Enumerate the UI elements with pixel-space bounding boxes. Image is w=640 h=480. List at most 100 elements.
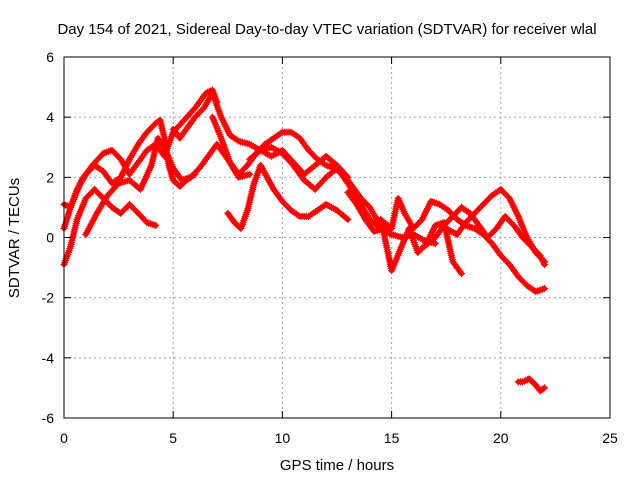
data-point [507,195,513,201]
y-tick-label: 4 [46,109,54,125]
data-point [443,225,449,231]
data-point [511,222,517,228]
data-point [402,210,408,216]
data-point [472,225,478,231]
data-point [144,219,150,225]
data-point [450,213,456,219]
data-point [109,204,115,210]
series-arc-12 [442,185,549,266]
data-point [214,141,220,147]
data-point [236,138,242,144]
data-point [127,201,133,207]
data-point [498,186,504,192]
data-point [493,225,499,231]
data-point [170,165,176,171]
data-point [144,147,150,153]
data-point [157,117,163,123]
data-point [419,216,425,222]
data-point [227,159,233,165]
data-point [153,222,159,228]
data-point [251,180,257,186]
x-axis-label: GPS time / hours [280,457,394,474]
data-point [148,162,154,168]
data-point [454,231,460,237]
y-axis-label: SDTVAR / TECUs [6,178,23,298]
data-point [196,165,202,171]
data-point [526,376,532,382]
data-point [389,268,395,274]
data-point [537,388,543,394]
data-point [244,207,250,213]
x-tick-label: 0 [60,430,68,446]
data-point [127,171,133,177]
data-point [271,186,277,192]
data-point [247,171,253,177]
data-point [458,271,464,277]
data-point [489,241,495,247]
data-point [476,222,482,228]
data-point [395,195,401,201]
data-point [179,177,185,183]
data-point [397,247,403,253]
data-point [118,210,124,216]
data-point [181,117,187,123]
data-point [334,207,340,213]
series-trace [61,186,159,268]
data-point [264,174,270,180]
data-series [60,86,549,395]
data-point [362,216,368,222]
data-point [312,162,318,168]
data-point [524,283,530,289]
data-point [127,156,133,162]
data-point [515,213,521,219]
data-point [244,162,250,168]
data-point [432,235,438,240]
data-point [541,286,547,292]
data-point [288,207,294,213]
series-arc-2 [60,185,160,269]
data-point [210,114,216,120]
data-point [432,222,438,228]
x-tick-label: 10 [275,430,291,446]
data-point [306,147,312,153]
data-point [450,259,456,265]
data-point [485,235,491,240]
data-point [323,174,329,180]
data-point [94,210,100,216]
data-point [153,120,159,126]
data-point [507,262,513,268]
data-point [515,379,521,385]
data-point [227,132,233,138]
data-point [144,129,150,135]
data-point [116,180,122,186]
data-point [367,204,373,210]
data-point [118,156,124,162]
data-point [279,129,285,135]
data-point [210,90,216,96]
data-point [371,228,377,234]
data-point [258,162,264,168]
data-point [301,177,307,183]
data-point [68,204,74,210]
axis-ticks: 0 5 10 15 20 25 -6 -4 -2 0 2 4 6 [42,49,618,446]
x-tick-label: 20 [493,430,509,446]
data-point [161,135,167,141]
data-point [463,219,469,225]
series-arc-4 [82,134,254,239]
chart-title: Day 154 of 2021, Sidereal Day-to-day VTE… [57,21,596,38]
data-point [314,156,320,162]
data-point [498,253,504,259]
data-point [258,147,264,153]
data-point [137,186,143,192]
data-point [415,250,421,256]
data-point [345,216,351,222]
data-point [323,153,329,159]
data-point [389,225,395,231]
x-tick-label: 5 [169,430,177,446]
data-point [100,168,106,174]
data-point [83,231,89,237]
plus-markers [442,185,549,266]
data-point [170,126,176,132]
data-point [306,213,312,219]
